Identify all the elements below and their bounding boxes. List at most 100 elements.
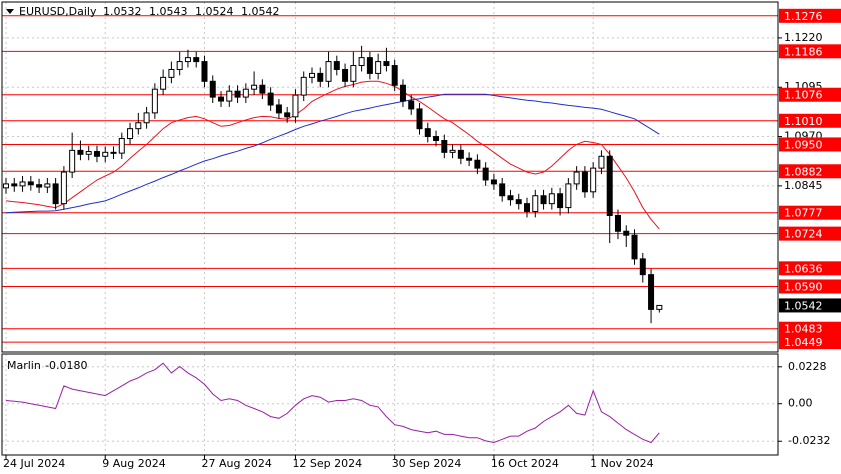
candle-body	[466, 157, 473, 161]
price-panel	[3, 45, 663, 324]
last-price-label: 1.0542	[784, 299, 823, 312]
candle-body	[449, 149, 456, 153]
level-label-box	[779, 279, 841, 294]
candle-body	[441, 140, 448, 153]
candle-body	[308, 72, 315, 78]
header-low: 1.0524	[195, 5, 234, 18]
candle-body	[284, 112, 291, 118]
candle-body	[358, 57, 365, 67]
candle-body	[532, 195, 539, 213]
menu-arrow[interactable]	[6, 9, 14, 14]
candle-body	[151, 88, 158, 114]
candle-body	[416, 108, 423, 130]
moving-average	[5, 93, 660, 214]
candle-body	[333, 61, 340, 70]
candle-body	[160, 76, 167, 90]
indicator-panel	[5, 362, 660, 444]
level-label: 1.0636	[784, 262, 823, 275]
price-frame	[1, 1, 779, 353]
level-label: 1.0882	[784, 165, 823, 178]
level-label: 1.1276	[784, 10, 823, 23]
candle-body	[118, 138, 125, 154]
level-label: 1.0483	[784, 323, 823, 336]
candle-body	[490, 179, 497, 185]
moving-average	[5, 80, 660, 230]
level-label-box	[779, 226, 841, 241]
candle-body	[60, 171, 67, 205]
candle-body	[36, 184, 43, 188]
x-tick-label: 1 Nov 2024	[590, 457, 653, 470]
level-label-box	[779, 113, 841, 128]
level-label-box	[779, 335, 841, 350]
level-label: 1.0777	[784, 207, 823, 220]
symbol-title: EURUSD,Daily	[19, 5, 97, 18]
candle-body	[656, 304, 663, 310]
candle-body	[325, 61, 332, 82]
candle-body	[77, 149, 84, 155]
candle-body	[507, 195, 514, 201]
level-label: 1.1076	[784, 89, 823, 102]
candle-body	[606, 155, 613, 216]
indicator-frame	[1, 353, 779, 456]
level-label: 1.0950	[784, 138, 823, 151]
candle-body	[639, 258, 646, 276]
level-label: 1.0590	[784, 280, 823, 293]
candle-body	[598, 155, 605, 169]
candle-body	[275, 104, 282, 114]
level-label-box	[779, 137, 841, 152]
candle-body	[573, 171, 580, 185]
y-tick-label: 0.0228	[788, 360, 827, 373]
level-label-box	[779, 44, 841, 59]
x-tick-label: 16 Oct 2024	[491, 457, 559, 470]
candle-body	[524, 203, 531, 213]
candle-body	[251, 84, 258, 90]
header-close: 1.0542	[241, 5, 280, 18]
candle-body	[52, 183, 59, 205]
candle-body	[242, 88, 249, 98]
indicator-value: -0.0180	[45, 359, 87, 372]
candle-body	[85, 151, 92, 155]
candle-body	[408, 100, 415, 110]
candle-body	[499, 183, 506, 197]
indicator-line	[5, 362, 660, 444]
candle-body	[143, 112, 150, 124]
candle-body	[135, 122, 142, 130]
candle-body	[614, 214, 621, 232]
candle-body	[317, 72, 324, 82]
candle-body	[590, 167, 597, 193]
candle-body	[267, 92, 274, 106]
candle-body	[581, 171, 588, 193]
candle-body	[201, 61, 208, 82]
candle-body	[433, 136, 440, 142]
level-label-box	[779, 87, 841, 102]
level-label-box	[779, 8, 841, 23]
candle-body	[383, 61, 390, 67]
level-label-box	[779, 164, 841, 179]
candle-body	[350, 65, 357, 82]
indicator-name: Marlin	[7, 359, 41, 372]
candle-body	[548, 193, 555, 205]
candle-body	[366, 57, 373, 74]
candle-body	[44, 183, 51, 188]
candle-body	[482, 167, 489, 181]
level-label: 1.0724	[784, 228, 823, 241]
x-tick-label: 24 Jul 2024	[3, 457, 65, 470]
candle-body	[623, 230, 630, 236]
x-tick-label: 27 Aug 2024	[201, 457, 271, 470]
candle-body	[424, 128, 431, 138]
candle-body	[648, 274, 655, 310]
y-tick-label: 0.00	[788, 397, 813, 410]
candle-body	[259, 84, 266, 94]
levels	[2, 15, 778, 343]
candle-body	[218, 96, 225, 102]
candle-body	[127, 128, 134, 140]
header-open: 1.0532	[103, 5, 142, 18]
candle-body	[226, 90, 233, 102]
candle-body	[515, 199, 522, 205]
candle-body	[300, 76, 307, 96]
candle-body	[565, 183, 572, 209]
level-label-box	[779, 205, 841, 220]
